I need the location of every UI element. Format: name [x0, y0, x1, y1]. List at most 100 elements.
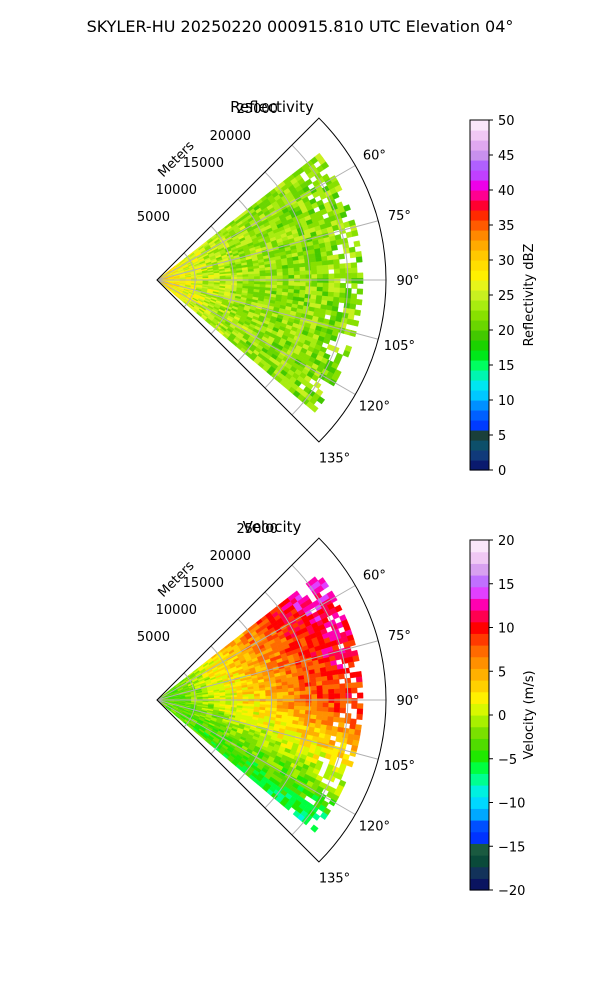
field-cell	[322, 698, 329, 704]
field-cell	[348, 246, 356, 254]
field-cell	[282, 278, 289, 283]
field-cell	[316, 702, 324, 708]
polar-frame	[156, 537, 387, 863]
velocity-azimuth-ticks: 60° 75° 90° 105° 120° 135°	[319, 569, 420, 887]
field-cell	[321, 680, 329, 686]
field-cell	[320, 581, 330, 590]
field-cell	[327, 679, 335, 686]
field-cell	[299, 266, 306, 272]
azimuth-gridline	[156, 279, 356, 395]
colorbar-segment	[470, 645, 489, 658]
field-cell	[310, 685, 318, 691]
field-cell	[322, 702, 329, 708]
field-cell	[334, 184, 343, 193]
field-cell	[340, 698, 347, 704]
colorbar-segment	[470, 831, 489, 844]
field-cell	[225, 277, 232, 280]
field-cell	[322, 684, 329, 691]
field-cell	[349, 298, 357, 305]
field-cell	[316, 710, 323, 717]
field-cell	[276, 281, 284, 286]
field-cell	[231, 696, 238, 700]
field-cell	[294, 694, 301, 699]
field-cell	[259, 695, 267, 700]
field-cell	[345, 278, 352, 284]
field-cell	[334, 698, 341, 704]
field-cell	[338, 673, 345, 680]
azimuth-tick-label: 90°	[396, 694, 419, 709]
field-cell	[329, 334, 338, 342]
field-cell	[317, 278, 324, 284]
field-cell	[344, 717, 352, 724]
field-cell	[299, 686, 306, 692]
field-cell	[355, 671, 363, 678]
field-cell	[330, 730, 338, 737]
field-cell	[310, 681, 317, 687]
colorbar-tick-label: 45	[498, 149, 515, 164]
field-cell	[327, 264, 335, 270]
field-cell	[333, 679, 340, 685]
colorbar-tick-label: 15	[498, 359, 515, 374]
colorbar-tick-label: −15	[498, 840, 525, 855]
field-cell	[357, 272, 364, 279]
field-cell	[326, 675, 334, 681]
velocity-field	[156, 576, 364, 833]
field-cell	[322, 273, 329, 279]
colorbar-segment	[470, 703, 489, 716]
range-tick-label: 15000	[183, 156, 224, 171]
field-cell	[305, 266, 312, 272]
field-cell	[265, 695, 272, 700]
field-cell	[242, 694, 249, 698]
field-cell	[287, 687, 295, 693]
field-cell	[350, 262, 358, 269]
field-cell	[322, 269, 329, 275]
azimuth-tick-label: 90°	[396, 274, 419, 289]
field-cell	[357, 277, 364, 284]
field-cell	[349, 723, 357, 730]
field-cell	[259, 701, 267, 705]
colorbar-segment	[470, 430, 489, 441]
colorbar-segment	[470, 200, 489, 211]
colorbar-segment	[470, 120, 489, 131]
range-tick-label: 10000	[156, 183, 197, 198]
colorbar-segment	[470, 210, 489, 221]
colorbar-segment	[470, 240, 489, 251]
range-tick-label: 20000	[210, 549, 251, 564]
field-cell	[310, 261, 317, 267]
field-cell	[351, 687, 358, 694]
field-cell	[282, 281, 289, 286]
field-cell	[202, 697, 209, 700]
field-cell	[298, 262, 306, 268]
field-cell	[355, 298, 363, 306]
reflectivity-grid	[156, 117, 387, 443]
field-cell	[301, 817, 310, 826]
colorbar-segment	[470, 310, 489, 321]
field-cell	[351, 267, 358, 274]
field-cell	[339, 688, 347, 694]
field-cell	[333, 268, 341, 275]
field-cell	[345, 692, 352, 699]
colorbar-segment	[470, 621, 489, 634]
colorbar-segment	[470, 300, 489, 311]
field-cell	[339, 287, 346, 294]
field-cell	[288, 694, 295, 700]
field-cell	[356, 288, 364, 295]
field-cell	[236, 696, 244, 700]
field-cell	[322, 711, 329, 717]
field-cell	[350, 682, 358, 689]
field-cell	[356, 681, 363, 689]
field-cell	[293, 687, 301, 692]
field-cell	[355, 256, 363, 263]
field-cell	[319, 811, 329, 820]
field-cell	[288, 698, 295, 703]
colorbar-segment	[470, 380, 489, 391]
field-cell	[311, 274, 318, 279]
field-cell	[333, 263, 341, 270]
field-cell	[316, 396, 326, 405]
field-cell	[259, 690, 266, 694]
colorbar-segment	[470, 575, 489, 588]
colorbar-segment	[470, 668, 489, 681]
field-cell	[248, 693, 255, 698]
colorbar-segment	[470, 350, 489, 361]
reflectivity-azimuth-ticks: 60° 75° 90° 105° 120° 135°	[319, 149, 420, 467]
